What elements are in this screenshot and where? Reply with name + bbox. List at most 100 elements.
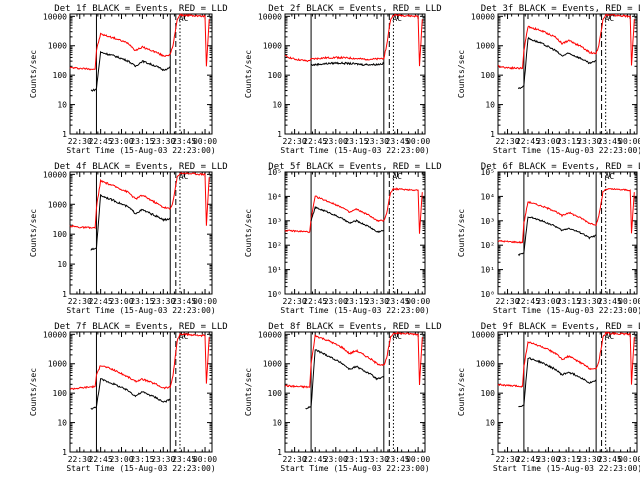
x-axis-label: Start Time (15-Aug-03 22:23:00) xyxy=(66,306,215,315)
x-tick-label: 22:45 xyxy=(89,297,113,306)
x-tick-label: 23:00 xyxy=(324,297,348,306)
y-axis-label: Counts/sec xyxy=(457,368,466,416)
x-tick-label: 23:30 xyxy=(577,455,601,464)
y-axis-label: Counts/sec xyxy=(457,209,466,257)
x-tick-label: 23:45 xyxy=(386,455,410,464)
marker-label: AC xyxy=(179,332,189,341)
y-tick-label: 100 xyxy=(53,71,68,80)
y-tick-label: 10⁴ xyxy=(268,192,282,201)
y-tick-label: 10 xyxy=(272,101,282,110)
x-tick-label: 00:00 xyxy=(193,137,217,146)
x-tick-label: 23:15 xyxy=(557,455,581,464)
x-tick-label: 23:30 xyxy=(151,137,175,146)
y-tick-label: 10 xyxy=(485,101,495,110)
y-tick-label: 10 xyxy=(57,101,67,110)
panel-title: Det 1f BLACK = Events, RED = LLD xyxy=(54,4,227,14)
y-tick-label: 100 xyxy=(268,389,283,398)
y-tick-label: 1 xyxy=(490,130,495,139)
lld-series-line xyxy=(284,187,423,234)
events-series-line xyxy=(517,216,597,257)
x-tick-label: 00:00 xyxy=(618,297,640,306)
y-tick-label: 10000 xyxy=(43,330,67,339)
y-tick-label: 10 xyxy=(272,419,282,428)
y-tick-label: 10⁵ xyxy=(481,168,495,177)
x-tick-label: 23:30 xyxy=(151,455,175,464)
detector-panel: Det 6f BLACK = Events, RED = LLD 10⁰ 10¹ 10… xyxy=(457,162,640,315)
events-series-line xyxy=(518,357,597,408)
y-tick-label: 10000 xyxy=(471,12,495,21)
x-tick-label: 00:00 xyxy=(193,455,217,464)
x-tick-label: 22:45 xyxy=(89,455,113,464)
x-tick-label: 00:00 xyxy=(618,455,640,464)
y-tick-label: 100 xyxy=(53,389,68,398)
y-tick-label: 10¹ xyxy=(268,266,282,275)
lld-series-line xyxy=(497,13,635,70)
x-tick-label: 22:30 xyxy=(495,455,519,464)
y-tick-label: 10⁰ xyxy=(481,290,495,299)
detector-panel: Det 4f BLACK = Events, RED = LLD 1 10 100 10… xyxy=(29,162,228,315)
x-tick-label: 23:30 xyxy=(577,137,601,146)
x-tick-label: 23:45 xyxy=(172,455,196,464)
y-tick-label: 10² xyxy=(268,241,282,250)
x-tick-label: 22:45 xyxy=(516,137,540,146)
y-tick-label: 10000 xyxy=(258,12,282,21)
y-tick-label: 10000 xyxy=(471,330,495,339)
x-tick-label: 23:45 xyxy=(598,455,622,464)
y-tick-label: 10000 xyxy=(258,330,282,339)
x-axis-label: Start Time (15-Aug-03 22:23:00) xyxy=(280,464,429,473)
x-tick-label: 23:15 xyxy=(557,297,581,306)
x-tick-label: 23:45 xyxy=(386,297,410,306)
x-tick-label: 23:00 xyxy=(109,297,133,306)
x-tick-label: 23:00 xyxy=(324,455,348,464)
x-tick-label: 22:30 xyxy=(68,297,92,306)
marker-label: AC xyxy=(392,172,402,181)
events-series-line xyxy=(310,205,384,234)
y-tick-label: 100 xyxy=(53,230,68,239)
x-tick-label: 22:30 xyxy=(68,455,92,464)
x-axis-label: Start Time (15-Aug-03 22:23:00) xyxy=(280,306,429,315)
lld-series-line xyxy=(284,13,423,67)
plot-frame xyxy=(284,13,426,135)
marker-label: AC xyxy=(605,332,615,341)
x-tick-label: 22:45 xyxy=(516,297,540,306)
y-tick-label: 1 xyxy=(62,448,67,457)
x-axis-label: Start Time (15-Aug-03 22:23:00) xyxy=(493,464,640,473)
x-tick-label: 23:00 xyxy=(536,455,560,464)
marker-label: AC xyxy=(179,172,189,181)
plot-frame xyxy=(497,331,638,453)
detector-panel: Det 8f BLACK = Events, RED = LLD 1 10 100 10… xyxy=(244,322,442,473)
events-series-line xyxy=(305,349,385,410)
marker-label: AC xyxy=(179,14,189,23)
panel-title: Det 4f BLACK = Events, RED = LLD xyxy=(54,162,227,172)
lld-series-line xyxy=(497,187,635,244)
y-axis-label: Counts/sec xyxy=(244,209,253,257)
x-tick-label: 22:45 xyxy=(89,137,113,146)
x-tick-label: 22:30 xyxy=(495,137,519,146)
x-tick-label: 23:15 xyxy=(130,297,154,306)
events-series-line xyxy=(517,36,597,90)
lld-series-line xyxy=(497,331,635,388)
x-tick-label: 22:30 xyxy=(283,137,307,146)
y-tick-label: 1000 xyxy=(263,360,282,369)
x-tick-label: 23:15 xyxy=(344,455,368,464)
plot-frame xyxy=(497,171,638,295)
plot-frame xyxy=(284,331,426,453)
x-tick-label: 23:45 xyxy=(172,137,196,146)
x-tick-label: 23:15 xyxy=(344,137,368,146)
panel-title: Det 2f BLACK = Events, RED = LLD xyxy=(268,4,441,14)
plot-frame xyxy=(69,13,213,135)
y-tick-label: 10² xyxy=(481,241,495,250)
x-axis-label: Start Time (15-Aug-03 22:23:00) xyxy=(66,464,215,473)
detector-panel: Det 3f BLACK = Events, RED = LLD 1 10 100 10… xyxy=(457,4,640,155)
lld-series-line xyxy=(69,13,210,71)
y-tick-label: 10¹ xyxy=(481,266,495,275)
y-tick-label: 10⁵ xyxy=(268,168,282,177)
y-axis-label: Counts/sec xyxy=(244,50,253,98)
y-tick-label: 1 xyxy=(62,290,67,299)
y-tick-label: 1000 xyxy=(48,200,67,209)
x-tick-label: 22:45 xyxy=(303,455,327,464)
y-axis-label: Counts/sec xyxy=(244,368,253,416)
y-tick-label: 10000 xyxy=(43,12,67,21)
panel-title: Det 3f BLACK = Events, RED = LLD xyxy=(481,4,640,14)
